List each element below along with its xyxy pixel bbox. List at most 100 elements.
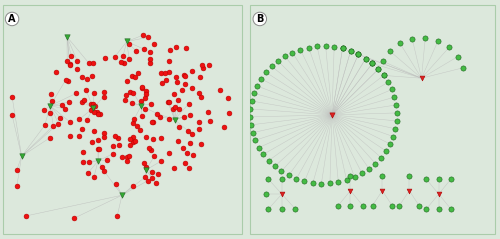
Point [63, 59, 71, 63]
Point [147, 148, 155, 152]
Point [119, 54, 127, 58]
Point [226, 111, 234, 115]
Point [384, 80, 392, 84]
Point [142, 96, 150, 99]
Point [141, 107, 149, 111]
Point [268, 64, 276, 68]
Point [346, 204, 354, 207]
Point [247, 123, 255, 127]
Point [148, 176, 156, 180]
Point [250, 91, 258, 95]
Point [198, 63, 206, 67]
Point [160, 71, 168, 75]
Point [98, 165, 106, 169]
Point [118, 193, 126, 197]
Point [8, 95, 16, 98]
Point [262, 192, 270, 196]
Point [165, 59, 173, 63]
Point [78, 100, 86, 104]
Point [300, 179, 308, 183]
Point [141, 175, 149, 179]
Point [186, 114, 194, 117]
Point [128, 74, 136, 78]
Point [248, 131, 256, 135]
Point [434, 177, 442, 181]
Point [82, 88, 90, 92]
Point [170, 92, 178, 96]
Point [346, 49, 354, 53]
Point [79, 160, 87, 164]
Point [125, 42, 133, 46]
Point [108, 144, 116, 147]
Point [358, 172, 366, 175]
Point [454, 55, 462, 59]
Point [40, 124, 48, 127]
Point [174, 98, 182, 102]
Point [153, 112, 161, 115]
Point [405, 189, 413, 193]
Point [392, 103, 400, 107]
Point [334, 204, 342, 207]
Point [368, 62, 376, 65]
Point [182, 74, 190, 78]
Point [447, 207, 455, 211]
Point [270, 164, 278, 168]
Point [393, 111, 401, 115]
Point [278, 207, 286, 211]
Point [120, 61, 128, 65]
Point [405, 174, 413, 178]
Point [164, 100, 172, 103]
Point [174, 139, 182, 143]
Point [246, 115, 254, 119]
Point [90, 92, 98, 95]
Point [110, 55, 118, 59]
Point [90, 103, 98, 107]
Point [396, 42, 404, 45]
Point [142, 136, 150, 139]
Point [368, 204, 376, 207]
Point [144, 179, 152, 183]
Point [415, 204, 423, 207]
Point [274, 59, 282, 63]
Point [63, 35, 71, 39]
Point [380, 74, 388, 77]
Point [408, 37, 416, 41]
Point [264, 177, 272, 181]
Point [94, 147, 102, 151]
Point [148, 170, 156, 174]
Point [75, 118, 83, 121]
Point [46, 111, 54, 115]
Point [96, 112, 104, 116]
Point [378, 59, 386, 63]
Point [392, 127, 400, 131]
Point [130, 139, 138, 143]
Point [206, 119, 214, 123]
Point [322, 44, 330, 48]
Point [146, 50, 154, 54]
Point [152, 181, 160, 185]
Point [66, 120, 74, 124]
Point [166, 48, 174, 52]
Point [144, 35, 152, 39]
Point [418, 76, 426, 80]
Point [278, 177, 286, 181]
Point [184, 167, 192, 170]
Point [318, 182, 326, 186]
Point [368, 62, 376, 65]
Point [196, 92, 203, 95]
Point [140, 161, 148, 164]
Point [128, 184, 136, 188]
Point [434, 39, 442, 43]
Point [84, 171, 92, 175]
Point [113, 214, 121, 218]
Point [190, 153, 198, 157]
Point [137, 99, 145, 103]
Point [342, 178, 350, 182]
Point [145, 146, 153, 150]
Point [377, 156, 385, 159]
Point [338, 47, 346, 50]
Point [284, 174, 292, 177]
Point [396, 204, 404, 207]
Point [111, 135, 119, 138]
Point [138, 86, 146, 90]
